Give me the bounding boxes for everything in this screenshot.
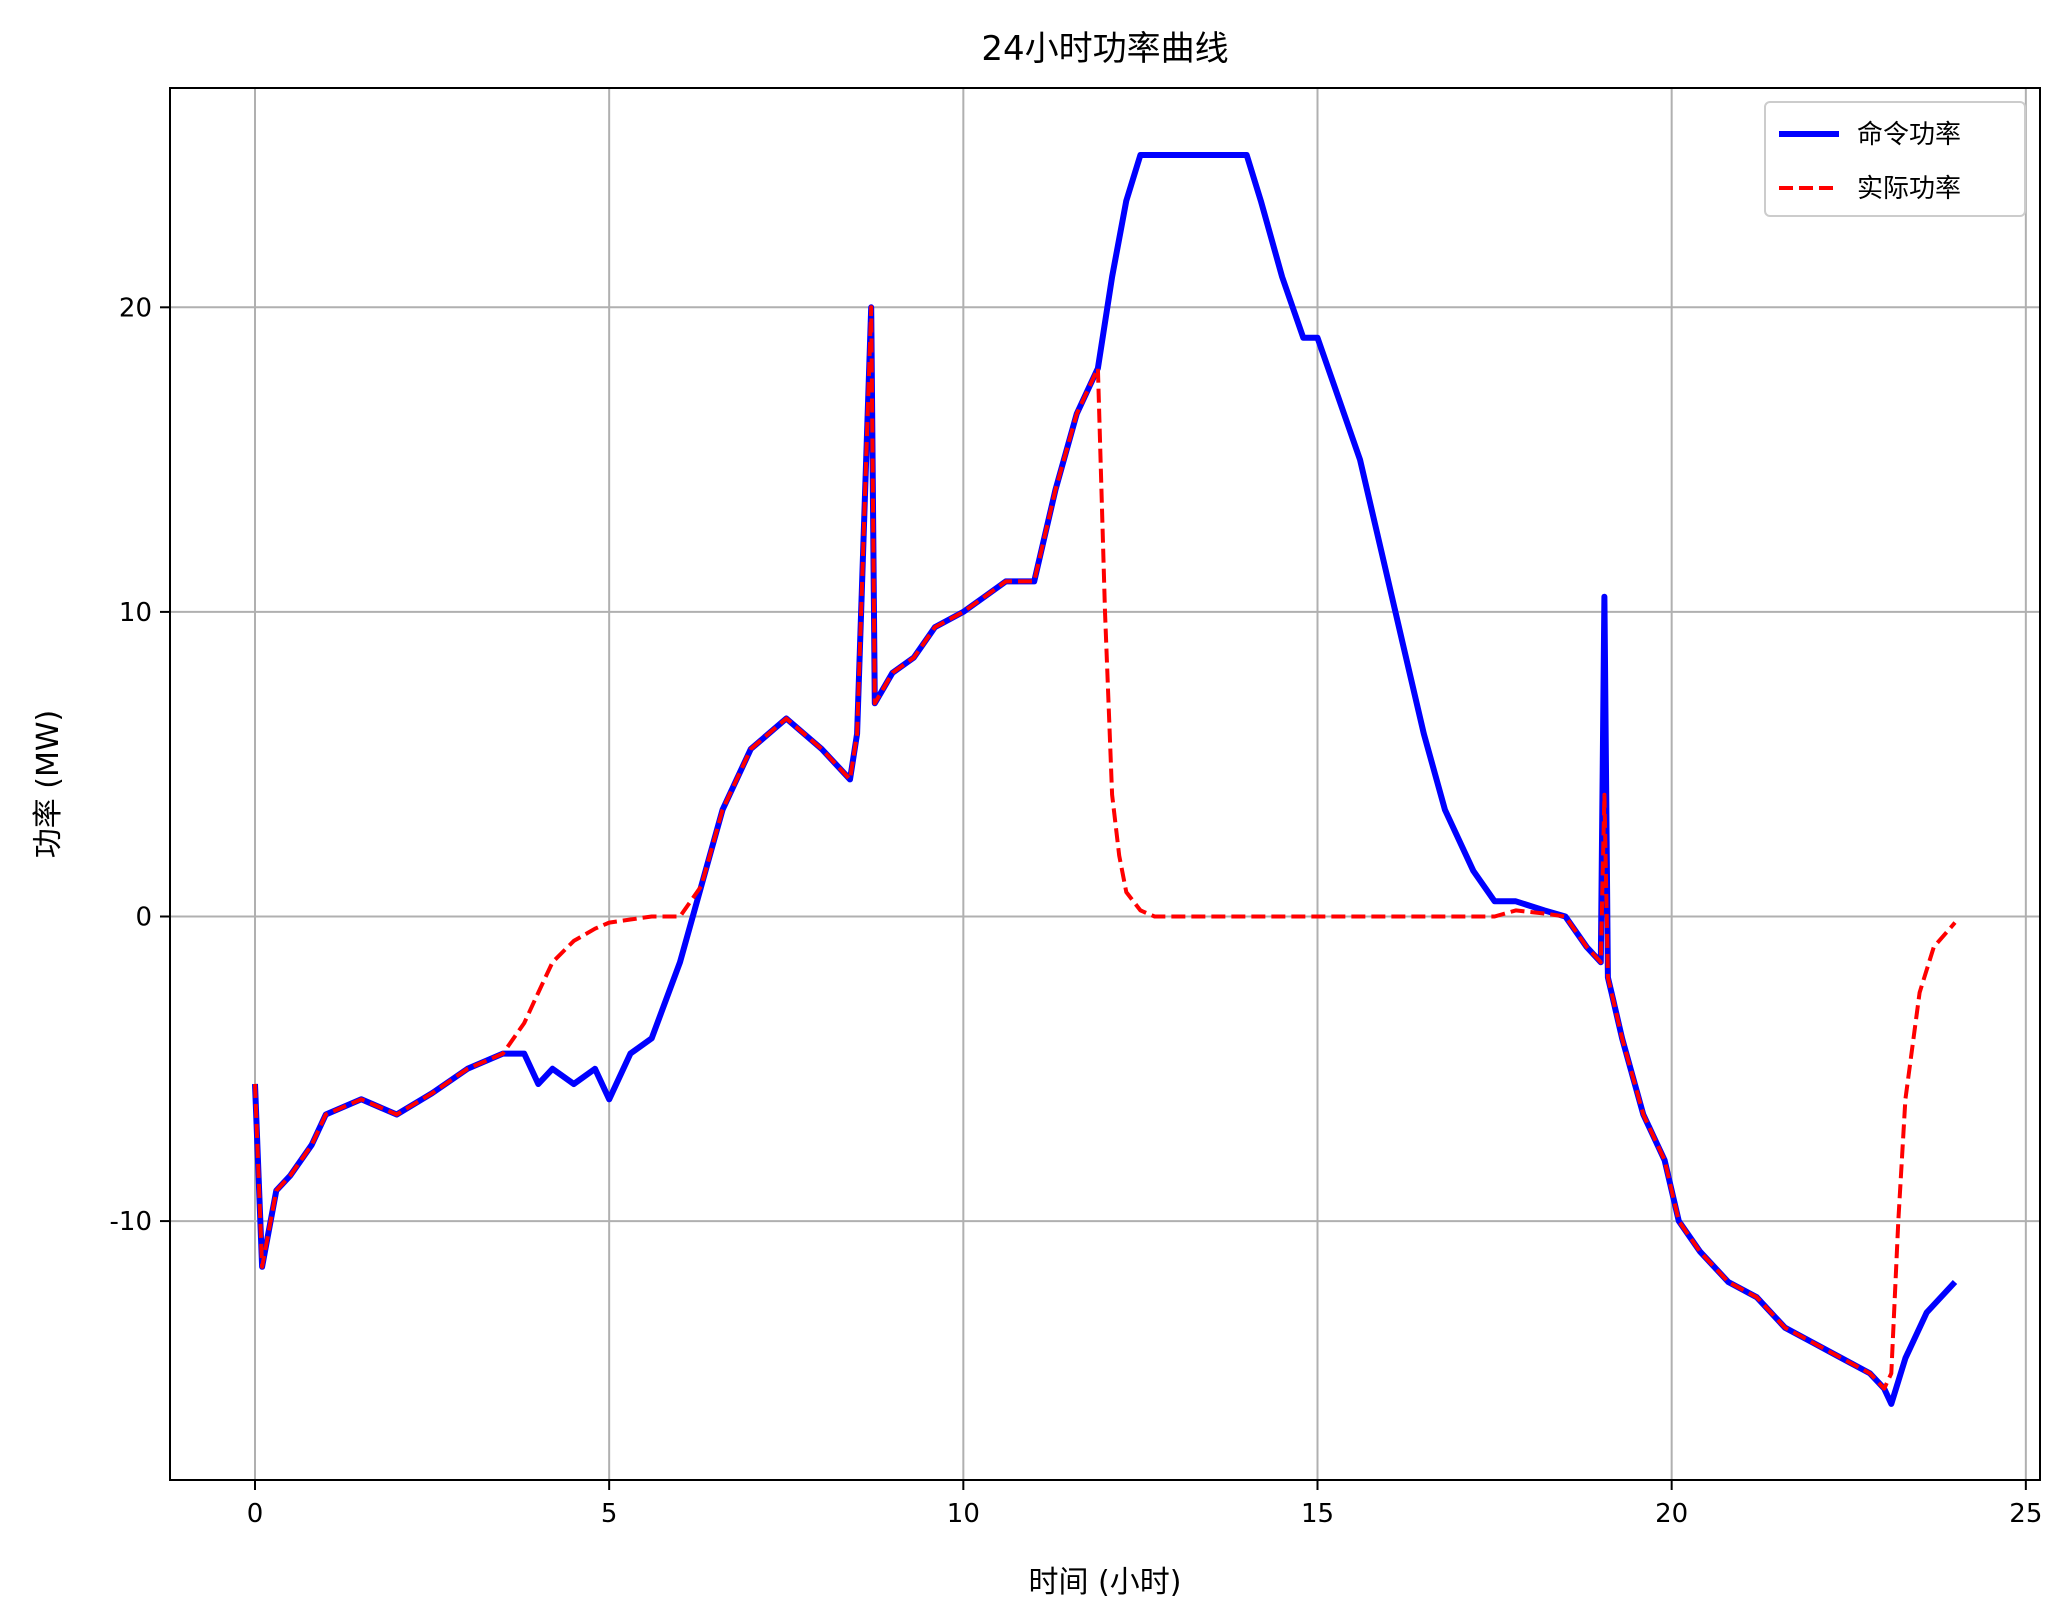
x-tick-label: 10 (947, 1499, 980, 1529)
x-tick-label: 5 (601, 1499, 618, 1529)
actual-power-line (253, 305, 1957, 1391)
series-layer (252, 152, 1958, 1407)
y-tick-label: 0 (135, 902, 152, 932)
legend-label-command: 命令功率 (1857, 120, 1961, 150)
plot-frame (169, 87, 2041, 1481)
x-tick-label: 20 (1655, 1499, 1688, 1529)
legend-label-actual: 实际功率 (1857, 174, 1961, 204)
ticks: 0 5 10 15 20 25 -10 0 10 20 (110, 293, 2043, 1529)
y-axis-title: 功率 (MW) (31, 710, 66, 859)
y-tick-label: -10 (110, 1207, 152, 1237)
y-tick-label: 20 (119, 293, 152, 323)
x-axis-title: 时间 (小时) (1029, 1565, 1182, 1600)
x-tick-label: 0 (247, 1499, 264, 1529)
y-tick-label: 10 (119, 598, 152, 628)
x-tick-label: 15 (1301, 1499, 1334, 1529)
x-tick-label: 25 (2009, 1499, 2042, 1529)
chart-title: 24小时功率曲线 (981, 29, 1228, 69)
